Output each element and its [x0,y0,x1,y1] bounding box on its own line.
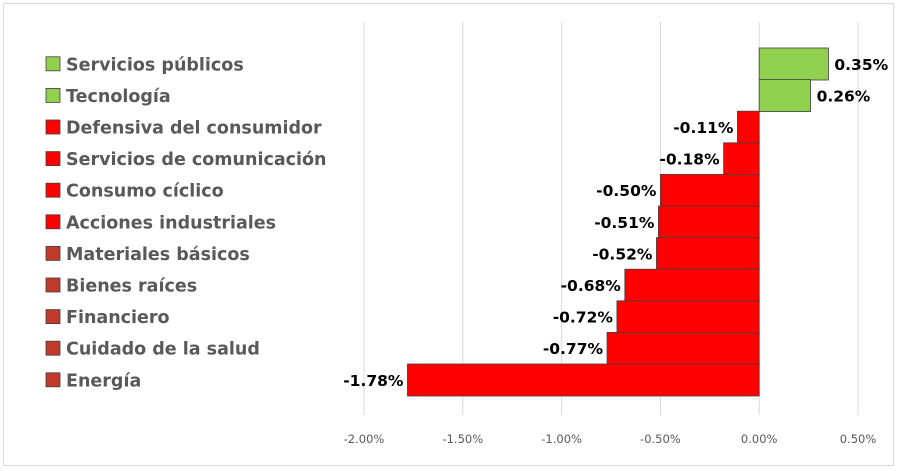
data-label: -0.52% [592,245,653,263]
x-axis-ticks: -2.00% -1.50% -1.00% -0.50% 0.00% 0.50% [344,432,877,446]
legend-label: Servicios de comunicación [66,150,326,170]
legend-label: Acciones industriales [66,213,276,233]
legend: Servicios públicos Tecnología Defensiva de… [45,55,326,391]
data-label: -0.51% [594,214,655,232]
data-label: -0.11% [673,119,734,137]
bar [758,47,829,81]
bar [658,205,760,239]
legend-swatch [45,56,61,72]
data-labels: 0.35% 0.26% -0.11% -0.18%-0.50% -0.51% -0.52%… [343,56,888,390]
legend-swatch [45,372,61,388]
bar [407,363,760,397]
legend-label: Consumo cíclico [66,182,224,202]
x-tick-label: 0.50% [840,432,877,446]
data-label: -0.77% [543,340,604,358]
bar [606,331,760,365]
x-tick-label: -0.50% [640,432,681,446]
legend-label: Materiales básicos [66,245,250,265]
data-label: 0.35% [834,56,888,74]
legend-swatch [45,151,61,167]
legend-label: Tecnología [66,87,171,107]
legend-swatch [45,309,61,325]
legend-swatch [45,182,61,198]
legend-swatch [45,340,61,356]
bar [758,79,811,112]
x-tick-label: 0.00% [741,432,778,446]
legend-label: Bienes raíces [66,277,197,297]
bar [656,237,760,271]
legend-label: Servicios públicos [66,55,244,75]
data-label: -0.68% [561,277,622,295]
data-label: -0.50% [596,182,657,200]
data-label: 0.26% [817,87,871,105]
x-tick-label: -1.00% [541,432,582,446]
legend-label: Cuidado de la salud [66,340,260,360]
legend-label: Financiero [66,308,170,328]
bar [616,300,760,334]
legend-swatch [45,119,61,135]
x-tick-label: -1.50% [442,432,483,446]
bar [660,173,760,207]
x-tick-label: -2.00% [344,432,385,446]
bar [723,142,760,176]
legend-label: Defensiva del consumidor [66,119,322,139]
bars [407,47,829,397]
bar [737,110,760,144]
legend-swatch [45,277,61,293]
legend-swatch [45,214,61,230]
data-label: -0.18% [659,151,720,169]
data-label: -1.78% [343,372,404,390]
data-label: -0.72% [553,309,614,327]
legend-swatch [45,88,61,103]
legend-swatch [45,245,61,261]
bar [624,268,760,302]
legend-label: Energía [66,371,141,391]
